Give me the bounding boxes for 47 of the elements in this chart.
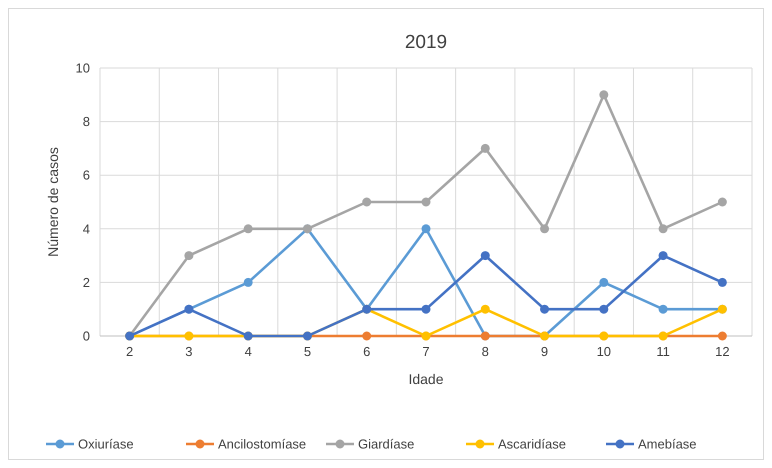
y-tick-label: 6 <box>82 168 90 183</box>
x-tick-label: 7 <box>422 344 430 359</box>
point <box>362 198 372 206</box>
y-tick-label: 10 <box>76 60 90 76</box>
point <box>658 251 668 260</box>
x-tick-label: 3 <box>185 344 193 359</box>
x-tick-label: 10 <box>596 344 612 359</box>
x-axis-title: Idade <box>408 371 444 387</box>
point <box>362 332 372 340</box>
x-tick-label: 4 <box>244 344 252 359</box>
y-tick-label: 4 <box>82 221 90 236</box>
legend-label: Oxiuríase <box>78 436 134 452</box>
point <box>244 278 253 287</box>
point <box>658 304 668 314</box>
point <box>718 332 727 340</box>
x-tick-label: 5 <box>304 344 312 359</box>
point <box>599 90 608 100</box>
point <box>422 198 430 206</box>
point <box>540 224 550 234</box>
point <box>658 224 668 234</box>
point <box>480 144 490 153</box>
y-tick-label: 0 <box>82 328 90 344</box>
y-axis-title: Número de casos <box>45 147 61 257</box>
x-tick-label: 8 <box>482 344 489 359</box>
x-tick-label: 11 <box>656 344 670 359</box>
legend-label: Ancilostomíase <box>218 436 306 452</box>
legend-label: Amebíase <box>638 436 697 452</box>
legend-label: Ascaridíase <box>498 436 566 452</box>
x-tick-label: 9 <box>540 344 548 359</box>
y-tick-label: 2 <box>82 274 90 290</box>
point <box>718 198 727 206</box>
x-tick-label: 2 <box>126 344 134 359</box>
point <box>244 224 253 234</box>
y-tick-label: 8 <box>82 114 90 130</box>
point <box>599 278 608 287</box>
x-tick-label: 6 <box>363 344 370 359</box>
point <box>599 304 608 314</box>
legend-label: Giardíase <box>358 436 414 452</box>
chart-title: 2019 <box>404 32 448 53</box>
point <box>540 304 550 314</box>
point <box>480 251 490 260</box>
point <box>480 304 490 314</box>
point <box>422 304 430 314</box>
x-tick-label: 12 <box>715 344 730 359</box>
point <box>184 251 194 260</box>
point <box>718 278 727 287</box>
point <box>422 224 430 234</box>
